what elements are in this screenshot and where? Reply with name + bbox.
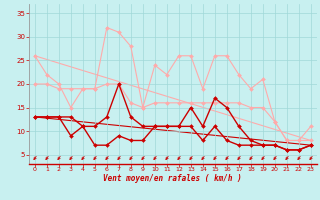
X-axis label: Vent moyen/en rafales ( km/h ): Vent moyen/en rafales ( km/h ) <box>103 174 242 183</box>
